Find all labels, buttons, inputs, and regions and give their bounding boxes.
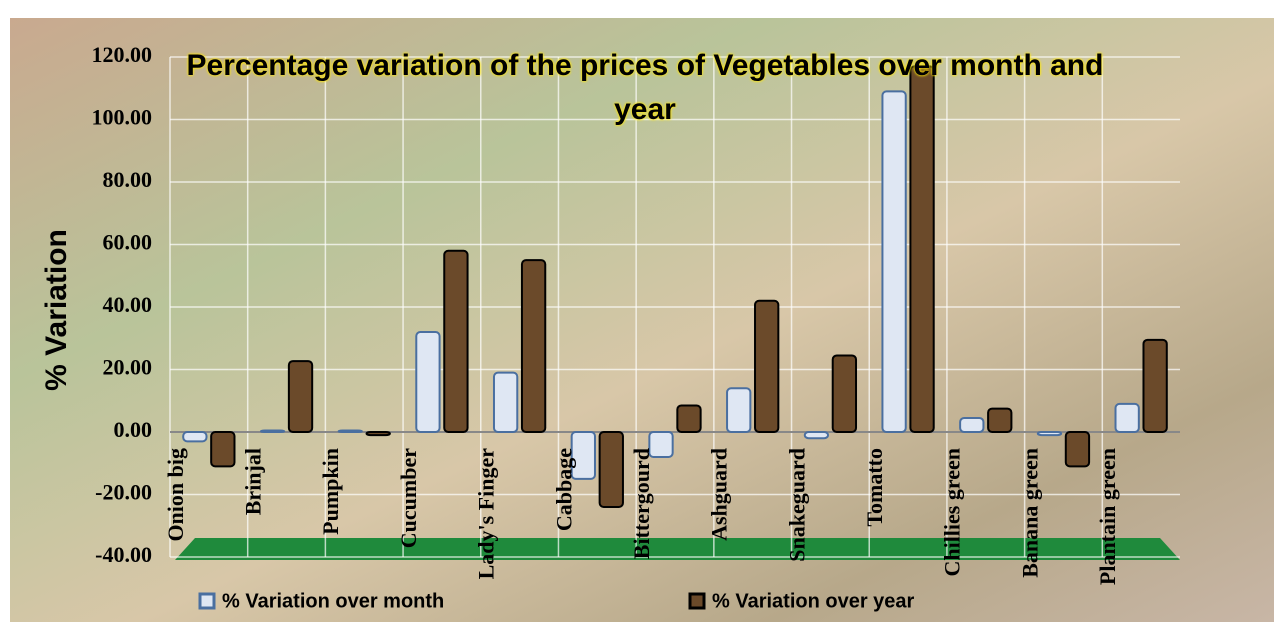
- bar: [365, 431, 391, 437]
- y-axis-title: % Variation: [40, 229, 73, 391]
- background: [10, 18, 1274, 622]
- bar: [881, 90, 907, 433]
- y-tick-label: 120.00: [92, 42, 153, 67]
- bar: [754, 299, 780, 433]
- y-tick-label: -40.00: [95, 542, 152, 567]
- x-tick-label: Brinjal: [241, 448, 266, 515]
- legend-swatch: [688, 592, 706, 610]
- x-tick-label: Lady's Finger: [474, 448, 499, 580]
- x-tick-label: Plantain green: [1095, 448, 1120, 585]
- bar: [831, 354, 858, 433]
- floor: [175, 538, 1180, 560]
- legend-label: % Variation over year: [712, 590, 915, 612]
- y-tick-label: 40.00: [103, 292, 153, 317]
- bar: [803, 431, 830, 440]
- bar: [287, 360, 314, 433]
- x-tick-label: Pumpkin: [318, 448, 343, 535]
- bar: [676, 404, 702, 433]
- bar: [1036, 431, 1063, 437]
- legend-swatch: [198, 592, 216, 610]
- bar: [337, 429, 363, 433]
- bar: [492, 371, 519, 433]
- bar: [726, 387, 752, 433]
- x-tick-label: Chillies green: [940, 448, 965, 577]
- x-tick-label: Snakeguard: [784, 448, 809, 562]
- y-tick-label: 100.00: [92, 105, 153, 130]
- bar: [415, 331, 441, 433]
- legend-label: % Variation over month: [222, 590, 444, 612]
- bar: [570, 431, 596, 480]
- x-tick-label: Tomatto: [862, 448, 887, 527]
- bar: [1064, 431, 1091, 468]
- bar: [520, 259, 547, 433]
- bar: [1142, 338, 1168, 433]
- bar: [909, 65, 935, 433]
- y-tick-label: 80.00: [103, 167, 153, 192]
- x-tick-label: Onion big: [163, 448, 188, 542]
- x-tick-label: Cucumber: [396, 448, 421, 548]
- x-tick-label: Banana green: [1017, 448, 1042, 578]
- bar: [1114, 402, 1140, 433]
- bar: [959, 416, 985, 433]
- y-tick-label: -20.00: [95, 480, 152, 505]
- bar: [210, 431, 236, 468]
- x-tick-label: Ashguard: [707, 448, 732, 541]
- bar: [987, 407, 1013, 433]
- y-tick-label: 20.00: [103, 355, 153, 380]
- bar: [182, 431, 208, 443]
- bar: [443, 249, 469, 433]
- bar: [648, 431, 674, 458]
- x-tick-label: Cabbage: [551, 448, 576, 531]
- bar: [598, 431, 624, 508]
- y-tick-label: 0.00: [114, 417, 153, 442]
- bar: [259, 429, 286, 433]
- y-tick-label: 60.00: [103, 230, 153, 255]
- chart-title: Percentage variation of the prices of Ve…: [186, 49, 1104, 126]
- x-tick-label: Bittergourd: [629, 448, 654, 559]
